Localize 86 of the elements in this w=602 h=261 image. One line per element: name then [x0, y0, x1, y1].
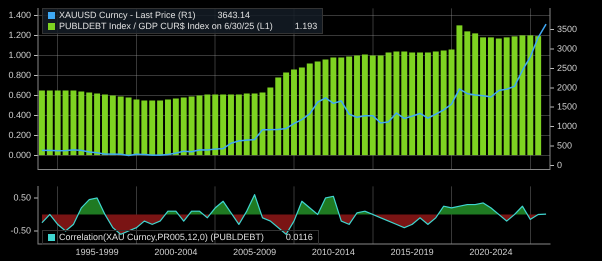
- legend-label: Correlation(XAU Curncy,PR005,12,0) (PUBLDEBT): [59, 232, 264, 243]
- bar: [62, 90, 69, 156]
- y2-tick-label: 3000: [557, 44, 578, 54]
- bar: [70, 90, 76, 156]
- bar: [102, 94, 108, 156]
- x-tick-label: 2010-2014: [312, 247, 355, 258]
- bar: [424, 52, 431, 156]
- annotation: 3643.14: [218, 10, 250, 21]
- bar: [38, 90, 45, 156]
- bar: [306, 63, 313, 156]
- y-tick-label: 0.800: [8, 70, 31, 80]
- y-tick-label: 0.000: [8, 150, 31, 160]
- y2-tick-label: 2000: [557, 82, 578, 92]
- bar: [165, 100, 171, 156]
- y2-tick-label: 1500: [557, 102, 578, 112]
- bar: [393, 51, 400, 156]
- bar: [314, 61, 321, 156]
- y2-tick-label: 1000: [557, 121, 578, 132]
- x-tick-label: 2005-2009: [233, 247, 276, 258]
- bar: [512, 36, 518, 156]
- bar: [212, 94, 218, 156]
- bar: [157, 100, 164, 156]
- bar: [488, 37, 494, 156]
- y-tick-label: 1.200: [8, 30, 31, 40]
- bar: [236, 94, 242, 156]
- bar: [448, 49, 454, 156]
- y-tick-label: 0.200: [8, 130, 31, 140]
- bar: [94, 94, 100, 156]
- bar: [346, 56, 352, 156]
- x-tick-label: 1995-1999: [76, 247, 119, 258]
- bar: [252, 94, 258, 156]
- x-tick-label: 2000-2004: [154, 247, 198, 258]
- bar: [291, 69, 297, 156]
- bar: [480, 37, 486, 156]
- y-tick-label: 0.600: [8, 90, 31, 100]
- annotation: 0.0116: [286, 232, 313, 243]
- bar: [149, 100, 156, 156]
- bar: [220, 94, 226, 156]
- y2-tick-label: 500: [557, 140, 572, 150]
- bar: [338, 57, 344, 156]
- bar: [244, 94, 250, 156]
- bar: [370, 55, 376, 156]
- legend-label: PUBLDEBT Index / GDP CUR$ Index on 6/30/25 (L1): [59, 21, 273, 32]
- y-tick-label: 0.50: [13, 192, 31, 202]
- bar: [267, 88, 274, 156]
- bar: [118, 96, 124, 156]
- bar: [362, 54, 368, 156]
- bar: [172, 98, 179, 156]
- bar: [456, 25, 462, 156]
- bar: [409, 52, 416, 156]
- bar: [228, 94, 234, 156]
- bar: [196, 96, 202, 156]
- bar: [260, 92, 266, 156]
- bar: [275, 77, 282, 156]
- bar: [386, 52, 392, 156]
- bar: [322, 59, 328, 156]
- bar: [298, 67, 305, 156]
- bar: [330, 57, 336, 156]
- y-tick-label: 1.400: [8, 10, 31, 20]
- bar: [126, 98, 132, 156]
- bar: [204, 94, 210, 156]
- bar: [417, 52, 423, 156]
- x-tick-label: 2020-2024: [469, 247, 512, 258]
- y-tick-label: -0.50: [10, 225, 31, 236]
- annotation: 1.193: [294, 21, 318, 32]
- bar: [134, 100, 140, 156]
- bar: [141, 100, 148, 156]
- y2-tick-label: 2500: [557, 62, 578, 73]
- bar: [401, 51, 408, 156]
- y2-tick-label: 0: [557, 160, 562, 170]
- legend-label: XAUUSD Curncy - Last Price (R1): [59, 10, 196, 21]
- bar: [378, 55, 384, 156]
- x-tick-label: 2015-2019: [390, 247, 434, 258]
- y-tick-label: 0.400: [8, 110, 31, 120]
- bar: [440, 50, 447, 156]
- bar: [354, 55, 360, 156]
- y-tick-label: 1.000: [8, 50, 31, 60]
- bar: [432, 51, 439, 156]
- bar: [283, 72, 290, 156]
- bar: [519, 35, 526, 156]
- bar: [180, 98, 187, 156]
- bar: [464, 31, 470, 156]
- bar: [110, 96, 116, 156]
- bar: [472, 33, 478, 156]
- bar: [188, 96, 195, 156]
- y2-tick-label: 3500: [557, 24, 578, 34]
